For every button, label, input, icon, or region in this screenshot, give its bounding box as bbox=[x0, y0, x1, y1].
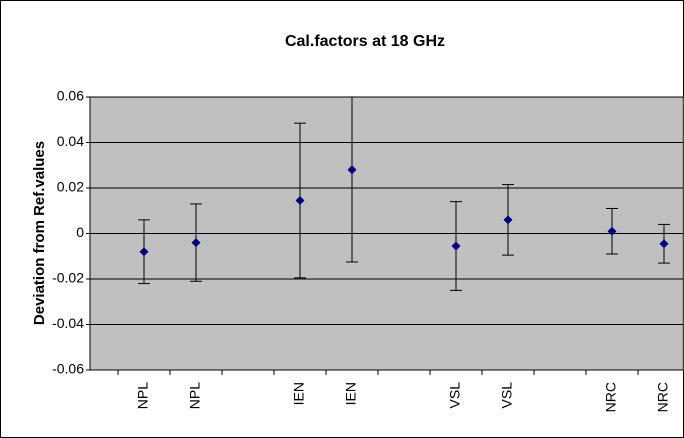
y-tick-label: 0 bbox=[76, 224, 84, 240]
x-tick-label: NPL bbox=[187, 382, 203, 409]
x-tick-label: NPL bbox=[135, 382, 151, 409]
marker bbox=[659, 239, 669, 249]
y-tick-label: -0.06 bbox=[52, 361, 84, 377]
y-tick-label: 0.04 bbox=[57, 133, 84, 149]
marker bbox=[607, 226, 617, 236]
y-tick-label: -0.04 bbox=[52, 315, 84, 331]
y-tick-label: 0.02 bbox=[57, 179, 84, 195]
x-tick-label: NRC bbox=[603, 382, 619, 412]
x-tick-label: VSL bbox=[447, 382, 463, 409]
x-tick-label: NRC bbox=[655, 382, 671, 412]
y-tick-label: 0.06 bbox=[57, 88, 84, 104]
marker bbox=[451, 241, 461, 251]
marker bbox=[347, 165, 357, 175]
x-tick-label: IEN bbox=[291, 382, 307, 405]
marker bbox=[139, 247, 149, 257]
marker bbox=[191, 238, 201, 248]
plot-group bbox=[138, 97, 670, 291]
chart-title: Cal.factors at 18 GHz bbox=[285, 33, 445, 50]
y-axis-label: Deviation from Ref.values bbox=[31, 141, 48, 325]
x-tick-label: VSL bbox=[499, 382, 515, 409]
marker bbox=[295, 196, 305, 206]
marker bbox=[503, 215, 513, 225]
x-tick-label: IEN bbox=[343, 382, 359, 405]
y-tick-label: -0.02 bbox=[52, 270, 84, 286]
